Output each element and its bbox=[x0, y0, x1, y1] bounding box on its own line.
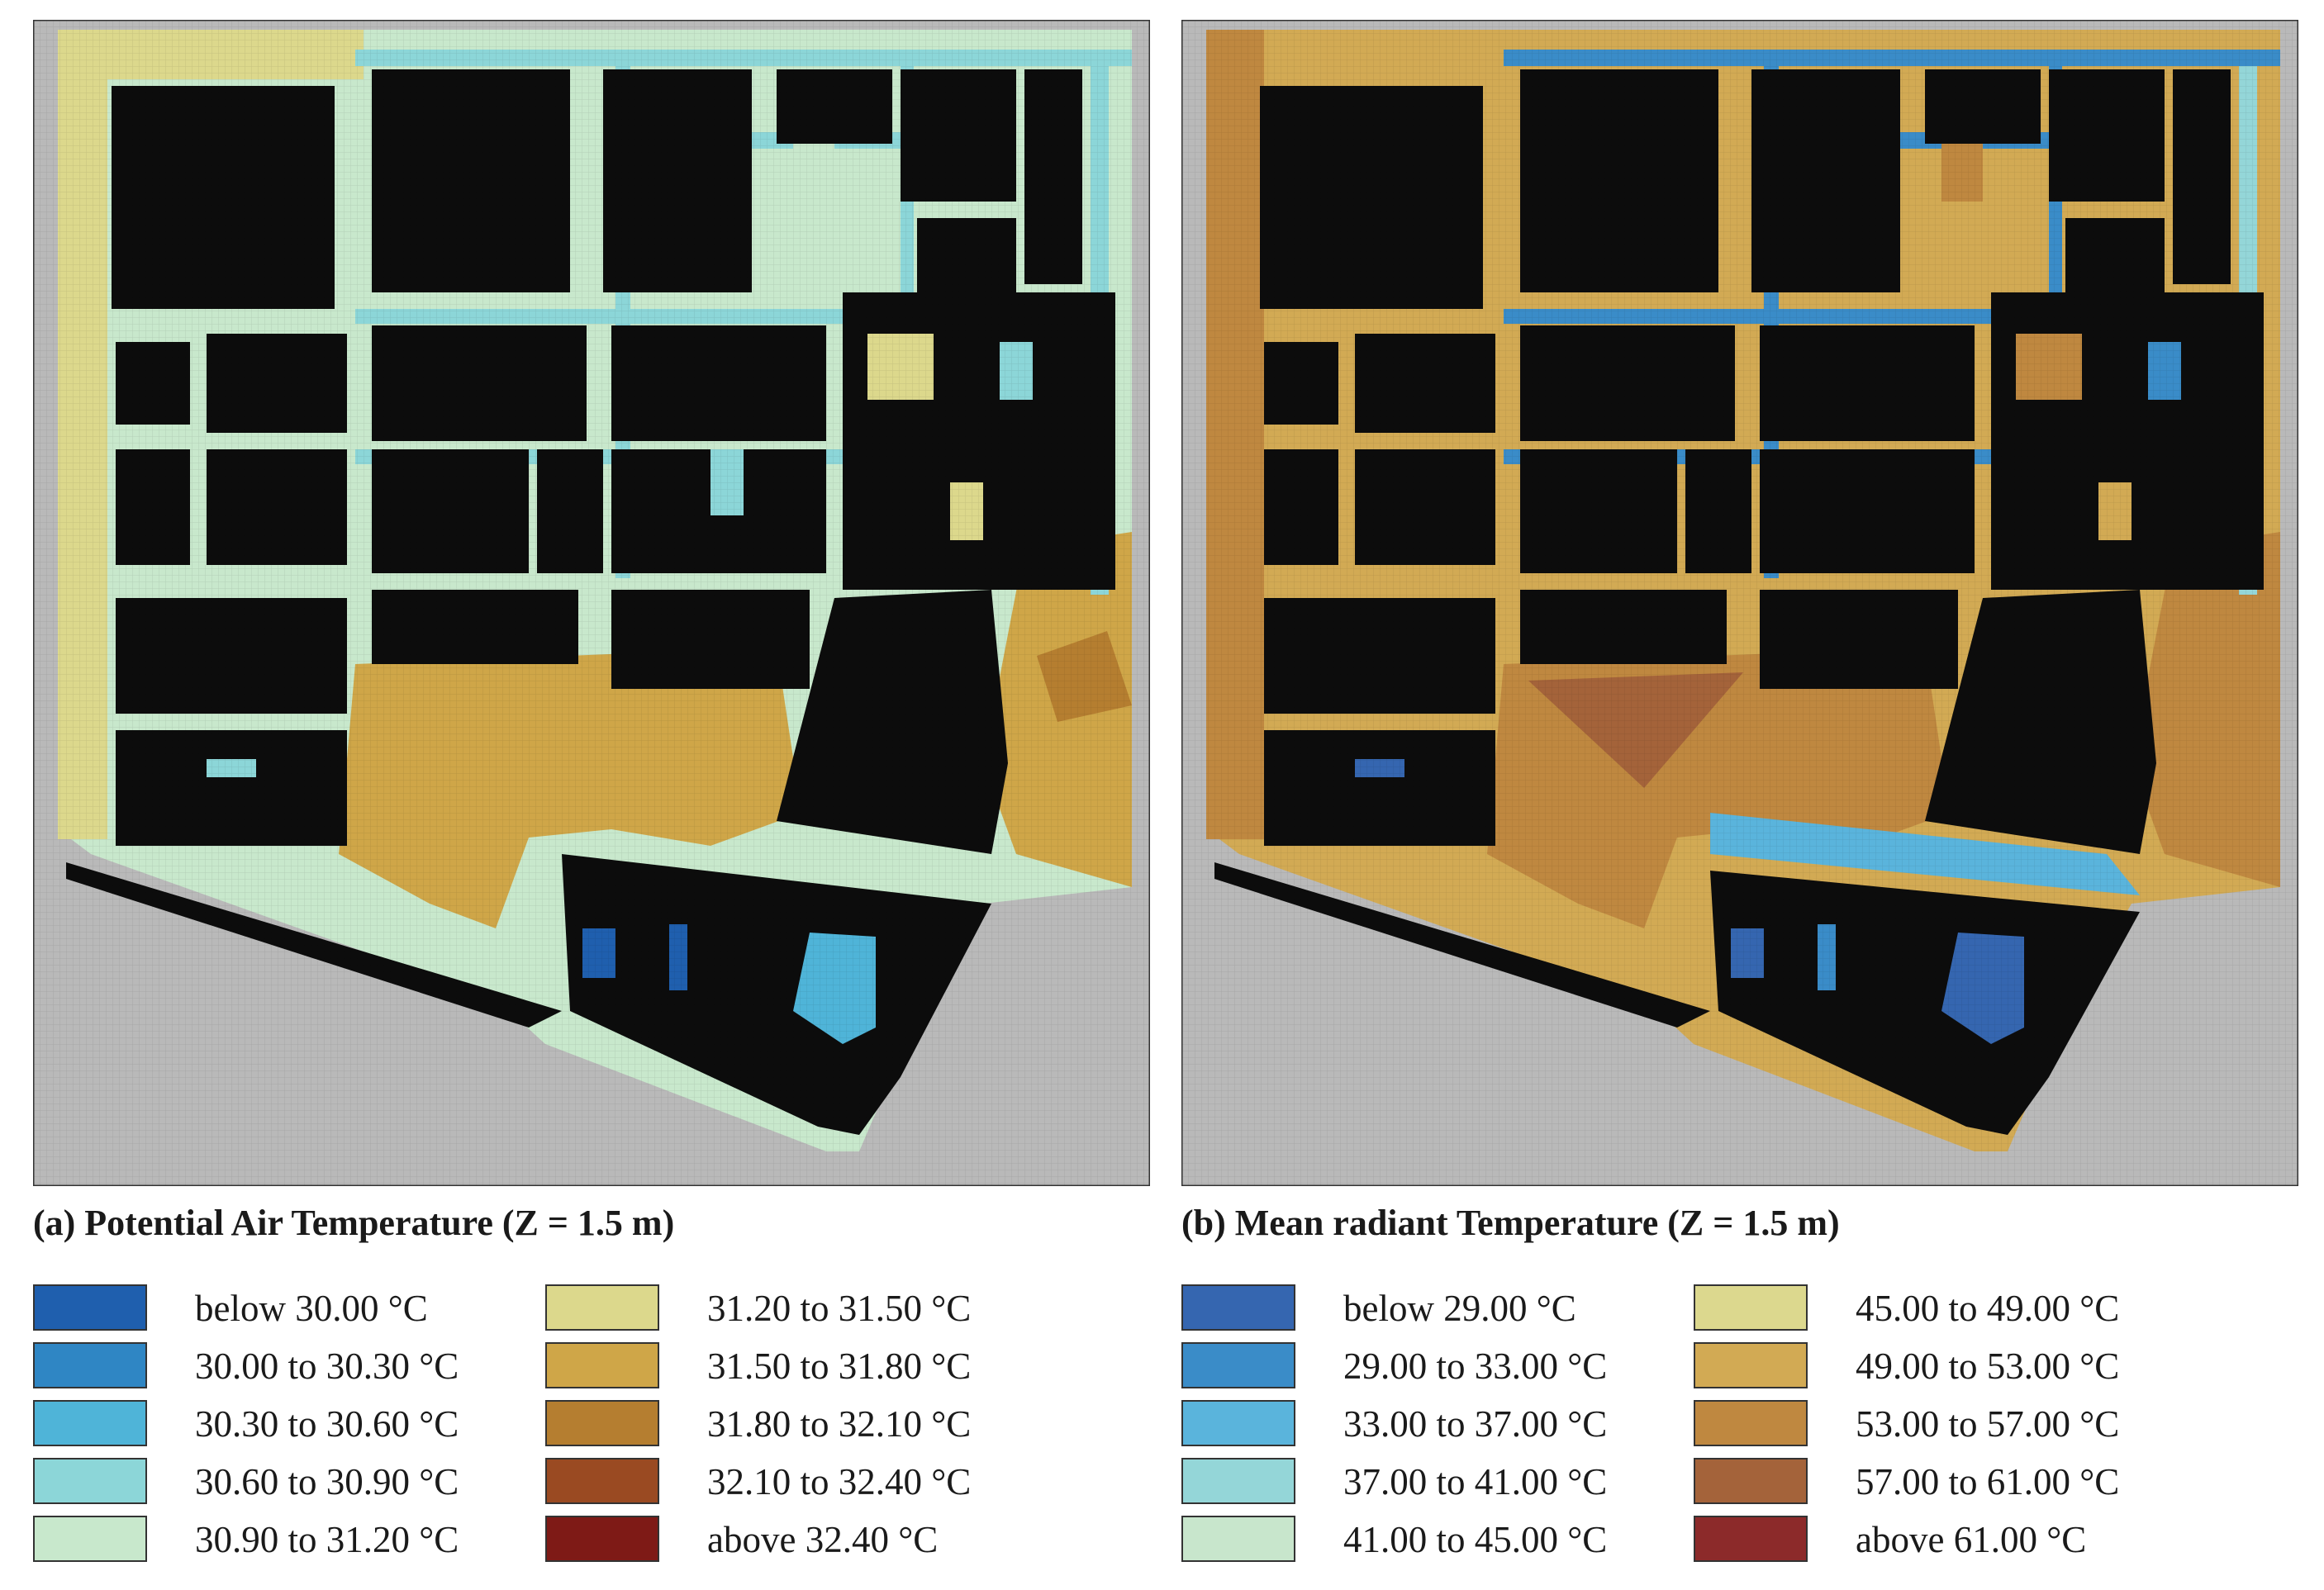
legend-label: 31.20 to 31.50 °C bbox=[707, 1288, 972, 1329]
legend-item: above 61.00 °C bbox=[1694, 1516, 2189, 1564]
legend-label: 33.00 to 37.00 °C bbox=[1343, 1403, 1608, 1445]
legend-label: 31.80 to 32.10 °C bbox=[707, 1403, 972, 1445]
legend-label: 30.00 to 30.30 °C bbox=[195, 1346, 459, 1387]
legend-label: 30.30 to 30.60 °C bbox=[195, 1403, 459, 1445]
legend-label: 49.00 to 53.00 °C bbox=[1856, 1346, 2120, 1387]
mean-radiant-temperature-map bbox=[1181, 20, 2298, 1186]
legend-swatch bbox=[33, 1400, 147, 1446]
legend-item: 53.00 to 57.00 °C bbox=[1694, 1400, 2189, 1448]
legend-item: 30.00 to 30.30 °C bbox=[33, 1342, 529, 1390]
air-temperature-map bbox=[33, 20, 1150, 1186]
legend-label: 31.50 to 31.80 °C bbox=[707, 1346, 972, 1387]
legend-item: 30.30 to 30.60 °C bbox=[33, 1400, 529, 1448]
legend-swatch bbox=[1181, 1516, 1295, 1562]
legend-swatch bbox=[1694, 1342, 1808, 1388]
legend-label: 29.00 to 33.00 °C bbox=[1343, 1346, 1608, 1387]
legend-swatch bbox=[33, 1516, 147, 1562]
legend-item: 30.60 to 30.90 °C bbox=[33, 1458, 529, 1506]
legend-label: 57.00 to 61.00 °C bbox=[1856, 1461, 2120, 1502]
legend-item: below 30.00 °C bbox=[33, 1284, 529, 1332]
legend-swatch bbox=[545, 1342, 659, 1388]
legend-label: below 29.00 °C bbox=[1343, 1288, 1576, 1329]
grid-overlay bbox=[33, 20, 1150, 1186]
legend-item: 31.20 to 31.50 °C bbox=[545, 1284, 1041, 1332]
legend-label: 41.00 to 45.00 °C bbox=[1343, 1519, 1608, 1560]
legend-item: 30.90 to 31.20 °C bbox=[33, 1516, 529, 1564]
map-border bbox=[33, 20, 1150, 1186]
legend-swatch bbox=[33, 1284, 147, 1331]
legend-label: 45.00 to 49.00 °C bbox=[1856, 1288, 2120, 1329]
legend-swatch bbox=[1181, 1458, 1295, 1504]
legend-item: 37.00 to 41.00 °C bbox=[1181, 1458, 1677, 1506]
legend-swatch bbox=[1694, 1516, 1808, 1562]
legend-swatch bbox=[33, 1458, 147, 1504]
legend: below 29.00 °C 29.00 to 33.00 °C 33.00 to … bbox=[1181, 1284, 2297, 1582]
legend-item: 31.50 to 31.80 °C bbox=[545, 1342, 1041, 1390]
legend-swatch bbox=[545, 1284, 659, 1331]
grid-overlay bbox=[1181, 20, 2298, 1186]
legend-item: 33.00 to 37.00 °C bbox=[1181, 1400, 1677, 1448]
panel-caption: (b) Mean radiant Temperature (Z = 1.5 m) bbox=[1181, 1203, 1840, 1243]
legend-item: above 32.40 °C bbox=[545, 1516, 1041, 1564]
legend-label: 37.00 to 41.00 °C bbox=[1343, 1461, 1608, 1502]
legend-swatch bbox=[1694, 1458, 1808, 1504]
legend-label: above 32.40 °C bbox=[707, 1519, 939, 1560]
map-border bbox=[1181, 20, 2298, 1186]
legend-item: 41.00 to 45.00 °C bbox=[1181, 1516, 1677, 1564]
legend-label: 53.00 to 57.00 °C bbox=[1856, 1403, 2120, 1445]
legend-label: below 30.00 °C bbox=[195, 1288, 428, 1329]
legend-swatch bbox=[1181, 1342, 1295, 1388]
legend-swatch bbox=[545, 1516, 659, 1562]
legend-label: 32.10 to 32.40 °C bbox=[707, 1461, 972, 1502]
legend-item: 57.00 to 61.00 °C bbox=[1694, 1458, 2189, 1506]
legend-item: 29.00 to 33.00 °C bbox=[1181, 1342, 1677, 1390]
legend-item: 49.00 to 53.00 °C bbox=[1694, 1342, 2189, 1390]
legend-item: 32.10 to 32.40 °C bbox=[545, 1458, 1041, 1506]
legend-swatch bbox=[545, 1400, 659, 1446]
legend-swatch bbox=[1181, 1284, 1295, 1331]
legend: below 30.00 °C 30.00 to 30.30 °C 30.30 to … bbox=[33, 1284, 1148, 1582]
legend-swatch bbox=[33, 1342, 147, 1388]
mean-radiant-temperature-map-canvas bbox=[1181, 20, 2298, 1186]
legend-label: above 61.00 °C bbox=[1856, 1519, 2087, 1560]
legend-item: below 29.00 °C bbox=[1181, 1284, 1677, 1332]
legend-swatch bbox=[1694, 1400, 1808, 1446]
panel-caption: (a) Potential Air Temperature (Z = 1.5 m… bbox=[33, 1203, 675, 1243]
legend-label: 30.90 to 31.20 °C bbox=[195, 1519, 459, 1560]
legend-swatch bbox=[1181, 1400, 1295, 1446]
legend-swatch bbox=[1694, 1284, 1808, 1331]
legend-item: 45.00 to 49.00 °C bbox=[1694, 1284, 2189, 1332]
legend-item: 31.80 to 32.10 °C bbox=[545, 1400, 1041, 1448]
air-temperature-map-canvas bbox=[33, 20, 1150, 1186]
legend-label: 30.60 to 30.90 °C bbox=[195, 1461, 459, 1502]
legend-swatch bbox=[545, 1458, 659, 1504]
